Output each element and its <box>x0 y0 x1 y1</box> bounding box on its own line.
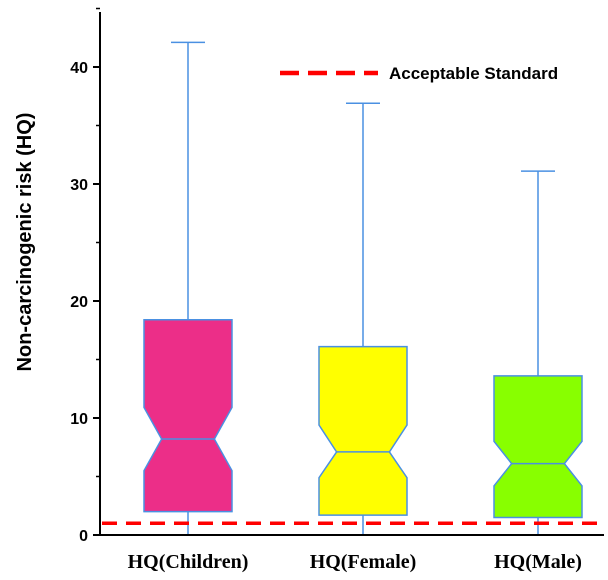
y-ticks-layer: 0 10 20 30 40 <box>70 7 100 545</box>
y-tick-label: 40 <box>70 60 88 77</box>
legend: Acceptable Standard <box>280 64 558 83</box>
y-tick-label: 20 <box>70 294 88 311</box>
x-category-label: HQ(Female) <box>310 551 417 573</box>
box-hq-children <box>143 41 233 536</box>
x-category-label: HQ(Male) <box>494 551 582 573</box>
notched-box <box>318 345 408 516</box>
legend-label: Acceptable Standard <box>389 64 558 83</box>
y-axis-title: Non-carcinogenic risk (HQ) <box>14 113 36 372</box>
y-tick-label: 0 <box>79 528 88 545</box>
y-tick-label: 30 <box>70 177 88 194</box>
category-labels-layer: HQ(Children) HQ(Female) HQ(Male) <box>128 551 582 573</box>
box-hq-male <box>493 170 583 536</box>
y-tick-label: 10 <box>70 411 88 428</box>
boxes-layer <box>143 41 583 536</box>
box-hq-female <box>318 102 408 536</box>
notched-box <box>493 375 583 519</box>
notched-box <box>143 318 233 513</box>
axes-layer <box>99 12 604 536</box>
x-category-label: HQ(Children) <box>128 551 249 573</box>
